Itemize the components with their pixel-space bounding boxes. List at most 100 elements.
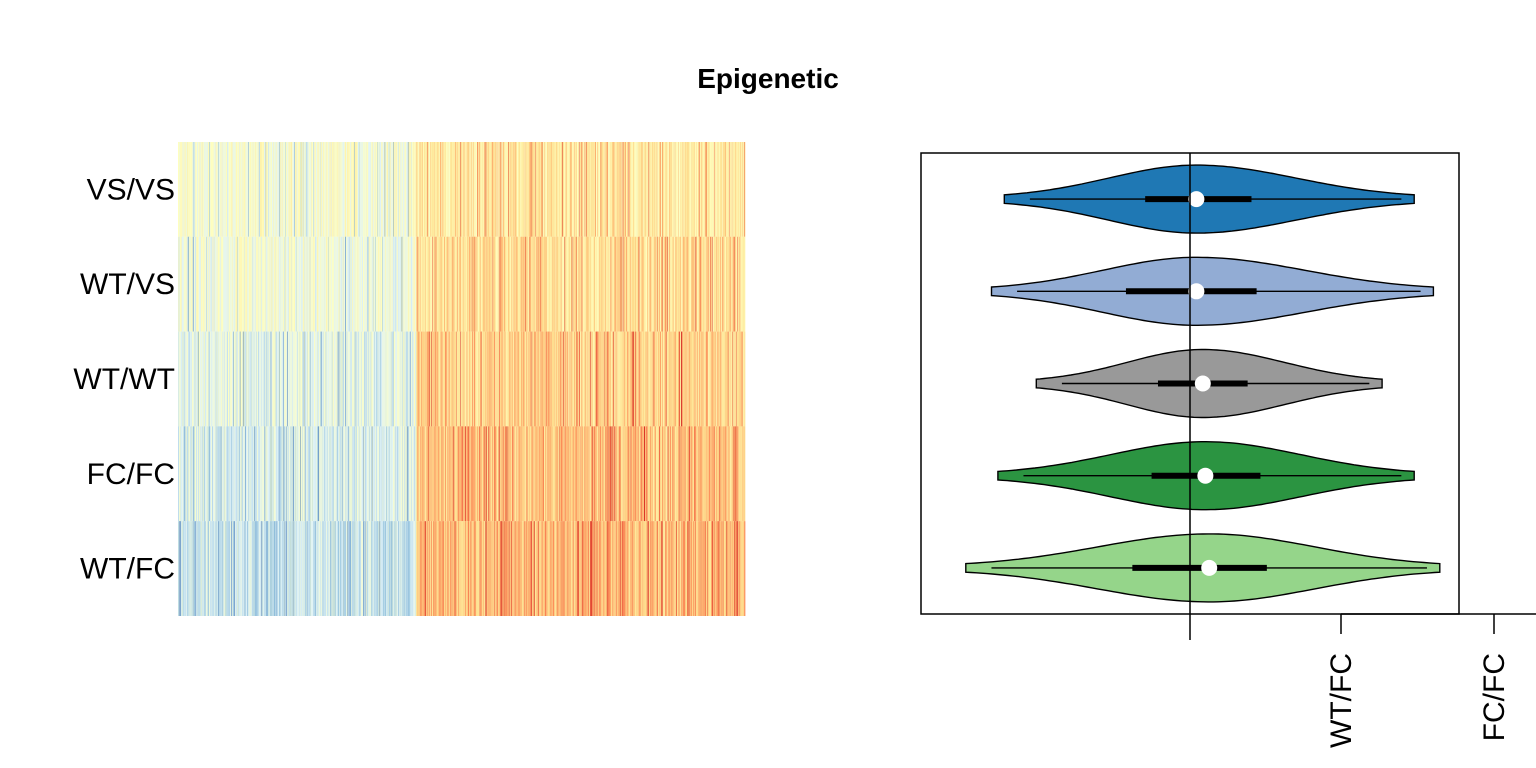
heatmap-cell — [370, 521, 372, 616]
heatmap-cell — [306, 426, 308, 522]
heatmap-cell — [223, 331, 225, 427]
heatmap-cell — [393, 426, 395, 522]
heatmap-cell — [340, 142, 342, 237]
heatmap-cell — [628, 236, 630, 332]
heatmap-cell — [598, 142, 600, 237]
heatmap-cell — [273, 236, 275, 332]
heatmap-cell — [366, 426, 368, 522]
heatmap-cell — [473, 426, 475, 522]
heatmap-cell — [241, 331, 243, 427]
heatmap-cell — [353, 331, 355, 427]
heatmap-cell — [181, 331, 182, 427]
heatmap-cell — [680, 236, 682, 332]
heatmap-cell — [409, 521, 411, 616]
heatmap-cell — [458, 521, 460, 616]
heatmap-cell — [188, 142, 190, 237]
heatmap-cell — [254, 426, 256, 522]
heatmap-cell — [263, 142, 264, 237]
heatmap-cell — [531, 236, 532, 332]
heatmap-cell — [613, 236, 615, 332]
heatmap-cell — [687, 426, 689, 522]
heatmap-cell — [274, 426, 276, 522]
heatmap-cell — [676, 142, 678, 237]
heatmap-cell — [690, 236, 692, 332]
heatmap-cell — [709, 142, 711, 237]
heatmap-cell — [488, 426, 490, 522]
heatmap-cell — [266, 331, 268, 427]
heatmap-cell — [312, 521, 313, 616]
heatmap-cell — [267, 142, 269, 237]
heatmap-cell — [527, 331, 529, 427]
heatmap-cell — [493, 236, 495, 332]
heatmap-cell — [392, 331, 394, 427]
heatmap-cell — [485, 331, 487, 427]
heatmap-cell — [235, 236, 237, 332]
heatmap-cell — [487, 331, 489, 427]
heatmap-cell — [335, 236, 337, 332]
heatmap-cell — [219, 142, 221, 237]
heatmap-cell — [605, 426, 607, 522]
heatmap-cell — [336, 236, 338, 332]
heatmap-cell — [181, 236, 183, 332]
heatmap-cell — [532, 331, 534, 427]
heatmap-cell — [421, 426, 423, 522]
heatmap-cell — [692, 331, 694, 427]
heatmap-cell — [660, 331, 662, 427]
heatmap-cell — [707, 142, 709, 237]
heatmap-cell — [457, 426, 459, 522]
heatmap-cell — [552, 236, 554, 332]
heatmap-cell — [385, 521, 387, 616]
heatmap-cell — [676, 236, 678, 332]
heatmap-cell — [185, 521, 187, 616]
heatmap-cell — [183, 426, 185, 522]
heatmap-cell — [469, 236, 471, 332]
heatmap-cell — [636, 331, 638, 427]
heatmap-cell — [523, 142, 525, 237]
heatmap-cell — [285, 331, 287, 427]
heatmap-cell — [736, 331, 738, 427]
heatmap-cell — [305, 521, 307, 616]
heatmap-cell — [634, 236, 636, 332]
heatmap-cell — [701, 331, 703, 427]
heatmap-cell — [584, 236, 586, 332]
heatmap-cell — [239, 521, 241, 616]
heatmap-cell — [475, 236, 477, 332]
heatmap-cell — [668, 331, 670, 427]
heatmap-cell — [382, 426, 384, 522]
heatmap-cell — [209, 331, 211, 427]
heatmap-cell — [342, 426, 344, 522]
heatmap-cell — [299, 236, 300, 332]
heatmap-cell — [412, 331, 413, 427]
heatmap-cell — [358, 426, 360, 522]
heatmap-cell — [364, 142, 365, 237]
heatmap-cell — [337, 142, 339, 237]
heatmap-cell — [600, 426, 602, 522]
heatmap-cell — [281, 331, 282, 427]
heatmap-cell — [615, 331, 616, 427]
heatmap-cell — [282, 426, 283, 522]
heatmap-cell — [580, 236, 581, 332]
heatmap-cell — [508, 236, 510, 332]
heatmap-cell — [205, 521, 207, 616]
heatmap-cell — [281, 521, 283, 616]
heatmap-cell — [280, 426, 281, 522]
heatmap-cell — [492, 426, 494, 522]
heatmap-cell — [719, 331, 721, 427]
heatmap-cell — [716, 142, 717, 237]
heatmap-cell — [488, 142, 490, 237]
heatmap-cell — [305, 142, 307, 237]
heatmap-cell — [414, 331, 416, 427]
heatmap-cell — [612, 426, 614, 522]
heatmap-cell — [479, 331, 481, 427]
heatmap-cell — [396, 142, 398, 237]
heatmap-cell — [249, 236, 250, 332]
heatmap-cell — [187, 331, 189, 427]
heatmap-cell — [331, 236, 333, 332]
heatmap-cell — [738, 426, 740, 522]
heatmap-cell — [546, 142, 547, 237]
heatmap-cell — [367, 521, 369, 616]
heatmap-cell — [675, 426, 677, 522]
heatmap-cell — [435, 331, 437, 427]
heatmap-cell — [736, 142, 738, 237]
heatmap-cell — [221, 236, 223, 332]
